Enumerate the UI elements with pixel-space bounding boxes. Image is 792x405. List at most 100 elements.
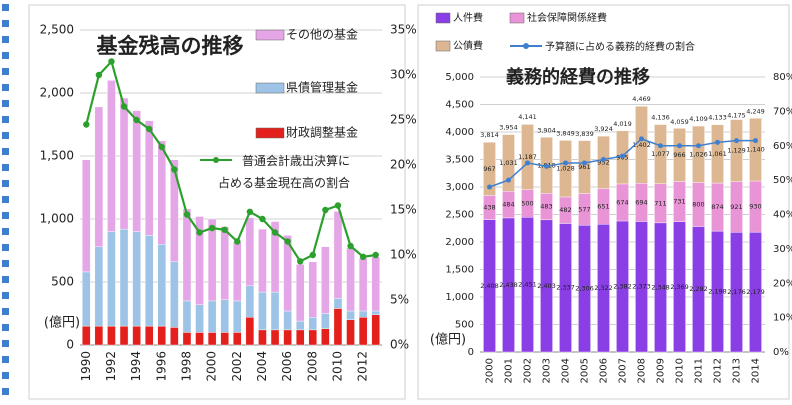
y2-tick-label: 30% (390, 68, 417, 82)
bar-segment (157, 325, 167, 346)
bar-segment (220, 299, 229, 333)
data-label: 438 (483, 204, 495, 212)
data-label: 800 (692, 200, 704, 208)
y2-tick-label: 25% (390, 113, 417, 127)
data-label: 2,348 (651, 283, 670, 291)
data-label: 483 (540, 203, 552, 211)
y-tick-label: 4,500 (445, 100, 474, 111)
x-tick-label: 2005 (580, 358, 591, 383)
y2-tick-label: 0% (773, 347, 789, 358)
bar-segment (82, 271, 91, 327)
bar-segment (358, 310, 368, 318)
bar-segment (258, 329, 267, 346)
legend-label: 公債費 (453, 39, 483, 52)
bar-segment (730, 119, 743, 182)
bar-segment (119, 97, 129, 230)
legend-swatch (255, 127, 285, 139)
total-label: 3,924 (594, 125, 613, 133)
total-label: 4,059 (670, 118, 689, 126)
bar-segment (132, 231, 141, 327)
line-point (620, 153, 625, 159)
legend-swatch (435, 12, 451, 24)
data-label: 2,403 (537, 282, 556, 290)
data-label: 2,179 (746, 288, 765, 296)
bar-segment (346, 310, 355, 321)
data-label: 1,031 (499, 159, 518, 167)
x-tick-label: 2000 (485, 358, 496, 383)
y2-tick-label: 50% (773, 175, 792, 186)
bar-segment (270, 329, 280, 346)
x-tick-label: 2002 (523, 358, 534, 383)
bar-segment (295, 320, 305, 331)
y-tick-label: 0 (66, 338, 74, 352)
x-tick-label: 2003 (542, 358, 553, 383)
bar-segment (245, 317, 255, 346)
line-point (83, 121, 90, 128)
data-label: 952 (597, 158, 609, 166)
y2-tick-label: 20% (773, 278, 792, 289)
data-label: 1,026 (689, 150, 708, 158)
data-label: 2,382 (613, 282, 632, 290)
data-label: 921 (730, 203, 742, 211)
y2-tick-label: 30% (773, 244, 792, 255)
legend-swatch (255, 82, 285, 94)
bar-segment (233, 300, 242, 333)
data-label: 1,140 (746, 146, 765, 154)
legend-item: 予算額に占める義務的経費の割合 (545, 42, 695, 53)
bar-segment (207, 218, 217, 302)
bar-segment (157, 243, 167, 327)
left-panel (28, 4, 406, 400)
right-panel (417, 4, 790, 400)
y2-tick-label: 60% (773, 141, 792, 152)
bar-segment (283, 329, 292, 346)
data-label: 694 (635, 198, 647, 206)
line-point (322, 206, 329, 214)
bar-segment (182, 332, 192, 346)
x-tick-label: 2012 (713, 358, 724, 383)
bar-segment (144, 235, 154, 327)
total-label: 3,849 (556, 129, 575, 137)
y2-tick-label: 40% (773, 210, 792, 221)
line-point (753, 138, 758, 144)
data-label: 2,438 (499, 281, 518, 289)
bar-segment (321, 328, 330, 346)
bar-segment (295, 329, 305, 346)
x-tick-label: 2004 (255, 351, 269, 382)
data-label: 2,373 (632, 283, 651, 291)
line-point (347, 242, 354, 250)
total-label: 4,141 (518, 113, 537, 121)
bar-segment (245, 285, 255, 318)
x-tick-label: 2008 (637, 358, 648, 383)
y2-tick-label: 0% (390, 338, 409, 352)
legend-swatch (509, 12, 525, 24)
bar-segment (283, 310, 292, 331)
bar-segment (119, 228, 129, 327)
data-label: 967 (483, 165, 495, 173)
bar-segment (711, 124, 724, 184)
bar-segment (245, 217, 255, 286)
y-tick-label: 2,000 (445, 237, 474, 248)
y-tick-label: 2,500 (445, 210, 474, 221)
data-label: 731 (673, 198, 685, 206)
y2-tick-label: 70% (773, 106, 792, 117)
side-decoration (2, 4, 9, 395)
legend-label: 県債管理基金 (286, 80, 358, 95)
legend-label: 財政調整基金 (286, 125, 358, 140)
bar-segment (94, 246, 104, 327)
legend-marker (523, 43, 529, 49)
data-label: 651 (597, 202, 609, 210)
line-point (544, 163, 549, 169)
bar-segment (107, 231, 116, 327)
bar-segment (321, 313, 330, 329)
bar-segment (195, 304, 204, 333)
bar-segment (283, 235, 292, 312)
line-point (246, 208, 254, 215)
x-tick-label: 2010 (330, 351, 344, 382)
line-point (95, 71, 103, 79)
bar-segment (107, 325, 116, 346)
y-tick-label: 3,000 (445, 182, 474, 193)
bar-segment (132, 325, 141, 346)
x-tick-label: 2012 (356, 351, 370, 382)
line-point (297, 258, 304, 265)
